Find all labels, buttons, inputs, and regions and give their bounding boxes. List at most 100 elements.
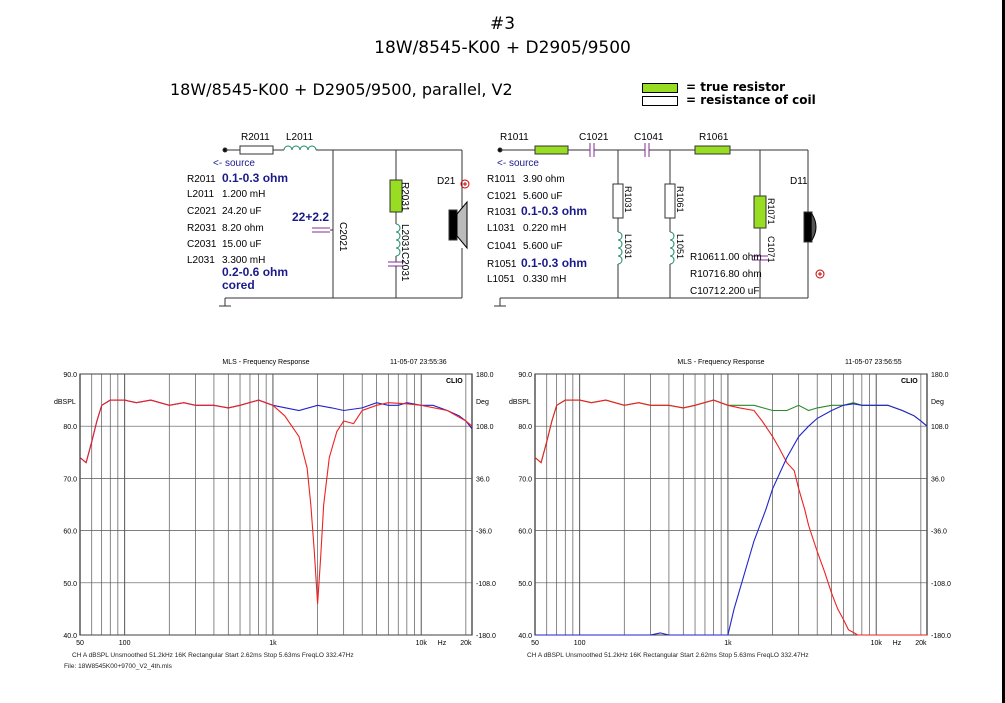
tweeter-right-name: R1061: [690, 252, 720, 263]
tweeter-val-name: C1041: [487, 241, 517, 252]
r1031-rot-label: R1031: [623, 186, 633, 213]
tweeter-driver-label: D11: [790, 176, 808, 187]
c1041-label: C1041: [634, 132, 664, 143]
y-tick-label: 40.0: [518, 633, 532, 640]
x-tick-label: 20k: [915, 640, 927, 647]
r1071-rot-label: R1071: [766, 198, 776, 225]
tweeter-right-name: R1071: [690, 269, 720, 280]
plot-area: [79, 373, 473, 636]
y2-tick-label: 36.0: [476, 476, 490, 483]
woofer-polarity-icon: [460, 179, 470, 189]
y2-tick-label: -180.0: [476, 633, 496, 640]
file-name: File: 18W8545K00+9700_V2_4th.mls: [64, 663, 173, 670]
y-tick-label: 80.0: [518, 424, 532, 431]
tweeter-val-name: R1051: [487, 259, 517, 270]
graph-timestamp: 11-05-07 23:55:36: [390, 359, 447, 366]
tweeter-schematic: [494, 143, 825, 307]
x-tick-label: 100: [119, 640, 131, 647]
tweeter-right-name: C1071: [690, 286, 720, 297]
y-axis-label: dBSPL: [509, 399, 531, 406]
y2-tick-label: -36.0: [476, 529, 492, 536]
r1031-resistor: [612, 183, 624, 219]
l2011-inductor: [283, 145, 317, 151]
c2021-label: C2021: [337, 222, 348, 252]
tweeter-val-name: L1031: [487, 223, 515, 234]
l2031-label: L2031: [399, 224, 410, 252]
tweeter-val-value: 0.1-0.3 ohm: [521, 204, 587, 218]
left-response-graph: MLS - Frequency Response 11-05-07 23:55:3…: [54, 359, 496, 670]
woofer-val-name: L2011: [187, 189, 215, 200]
woofer-val-name: C2021: [187, 206, 217, 217]
y-tick-label: 80.0: [63, 424, 77, 431]
true-resistor-swatch: [642, 83, 678, 93]
y2-tick-label: 180.0: [476, 372, 494, 379]
x-tick-label: 10k: [871, 640, 883, 647]
x-tick-label: 100: [574, 640, 586, 647]
x-tick-label: Hz: [438, 640, 447, 647]
y-axis-label: dBSPL: [54, 399, 76, 406]
y-tick-label: 70.0: [518, 476, 532, 483]
tweeter-val-value: 5.600 uF: [523, 241, 562, 252]
clio-logo: CLIO: [901, 378, 918, 385]
y-tick-label: 50.0: [63, 581, 77, 588]
woofer-schematic: [219, 145, 470, 307]
y2-tick-label: 36.0: [931, 476, 945, 483]
y-tick-label: 90.0: [518, 372, 532, 379]
r1061-rot-label: R1061: [675, 186, 685, 213]
coil-resistance-label: = resistance of coil: [686, 93, 816, 107]
r1051-resistor: [664, 183, 676, 219]
c1071-rot-label: C1071: [766, 236, 776, 263]
tweeter-val-value: 3.90 ohm: [523, 174, 565, 185]
y2-tick-label: -108.0: [476, 581, 496, 588]
r1061-label: R1061: [699, 132, 729, 143]
y2-tick-label: -36.0: [931, 529, 947, 536]
x-tick-label: 1k: [269, 640, 277, 647]
woofer-val-name: C2031: [187, 239, 217, 250]
tweeter-polarity-icon: [815, 269, 825, 279]
tweeter-val-value: 0.330 mH: [523, 274, 566, 285]
clio-logo: CLIO: [446, 378, 463, 385]
page-number: #3: [489, 14, 516, 34]
r2031-label: R2031: [399, 182, 410, 212]
woofer-driver: [448, 209, 458, 241]
l1031-rot-label: L1031: [623, 234, 633, 259]
c2031-label: C2031: [399, 252, 410, 282]
graph-footer: CH A dBSPL Unsmoothed 51.2kHz 16K Rectan…: [72, 652, 354, 659]
l1061-rot-label: L1051: [675, 234, 685, 259]
tweeter-val-name: L1051: [487, 274, 515, 285]
page-border: [1002, 0, 1005, 703]
x-tick-label: 20k: [460, 640, 472, 647]
circuit-subtitle: 18W/8545-K00 + D2905/9500, parallel, V2: [170, 80, 513, 99]
y2-tick-label: -180.0: [931, 633, 951, 640]
y-tick-label: 60.0: [518, 529, 532, 536]
woofer-val-name: R2031: [187, 223, 217, 234]
l2011-label: L2011: [286, 132, 314, 143]
tweeter-val-value: 0.1-0.3 ohm: [521, 256, 587, 270]
woofer-driver-label: D21: [437, 176, 456, 187]
l1031-inductor: [617, 231, 623, 265]
tweeter-right-value: 2.200 uF: [720, 286, 759, 297]
y-tick-label: 40.0: [63, 633, 77, 640]
x-tick-label: 50: [76, 640, 84, 647]
l2031-inductor: [395, 223, 401, 257]
woofer-val-value: 3.300 mH: [222, 255, 265, 266]
coil-resistance-swatch: [642, 96, 678, 106]
coil-note-cored: cored: [222, 278, 255, 292]
woofer-val-value: 1.200 mH: [222, 189, 265, 200]
response-series-red: [79, 399, 473, 604]
woofer-source-label: <- source: [213, 158, 255, 169]
y-tick-label: 90.0: [63, 372, 77, 379]
graph-footer: CH A dBSPL Unsmoothed 51.2kHz 16K Rectan…: [527, 652, 809, 659]
true-resistor-label: = true resistor: [686, 80, 786, 94]
c1021-label: C1021: [579, 132, 609, 143]
cap-note: 22+2.2: [292, 210, 329, 224]
r1061-resistor: [694, 145, 731, 155]
tweeter-val-value: 5.600 uF: [523, 191, 562, 202]
x-tick-label: 10k: [416, 640, 428, 647]
r2011-resistor: [239, 145, 274, 155]
graph-title: MLS - Frequency Response: [677, 359, 764, 366]
x-tick-label: 1k: [724, 640, 732, 647]
tweeter-values: R1011 3.90 ohm C1021 5.600 uF R1031 0.1-…: [487, 174, 762, 297]
